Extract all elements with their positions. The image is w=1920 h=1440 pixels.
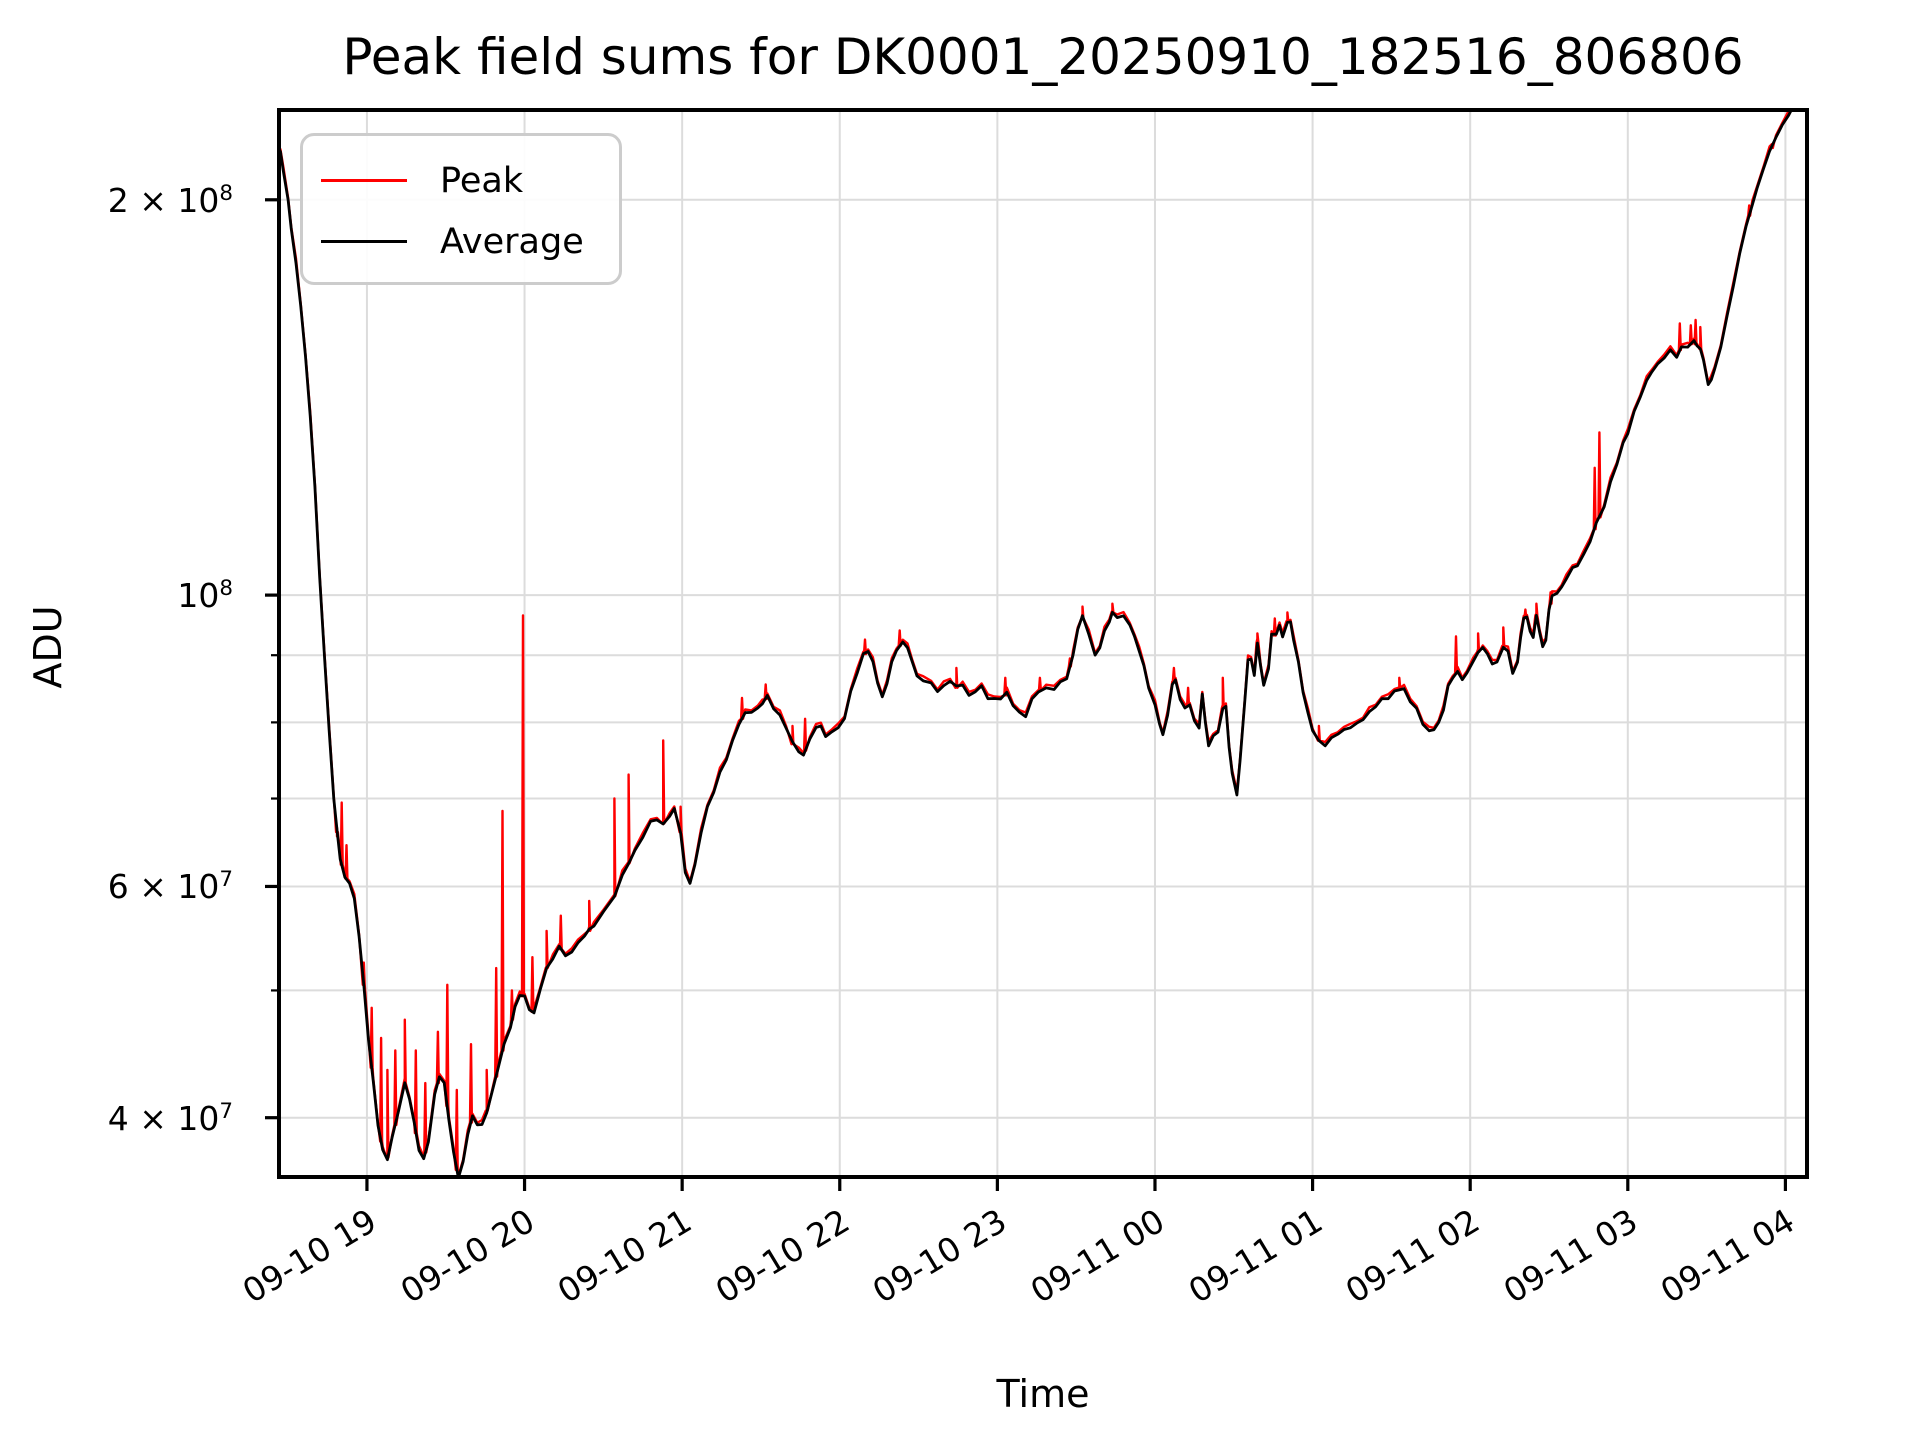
legend-label: Average <box>440 221 584 262</box>
gridlines <box>279 110 1807 1177</box>
y-tick-label: 2 × 108 <box>107 180 233 220</box>
y-tick-label: 4 × 107 <box>107 1098 233 1138</box>
y-tick-label: 6 × 107 <box>107 867 233 907</box>
legend: Peak Average <box>300 133 622 285</box>
legend-label: Peak <box>440 160 524 201</box>
x-axis-label: Time <box>996 1372 1090 1416</box>
legend-swatch-average <box>321 240 407 243</box>
average-line <box>279 110 1793 1177</box>
chart-title: Peak field sums for DK0001_20250910_1825… <box>342 28 1744 86</box>
legend-item-average: Average <box>321 211 619 272</box>
y-tick-label: 108 <box>177 576 233 616</box>
axis-ticks <box>265 198 1788 1191</box>
legend-item-peak: Peak <box>321 150 619 211</box>
plot-frame <box>277 108 1809 1179</box>
legend-swatch-peak <box>321 179 407 182</box>
